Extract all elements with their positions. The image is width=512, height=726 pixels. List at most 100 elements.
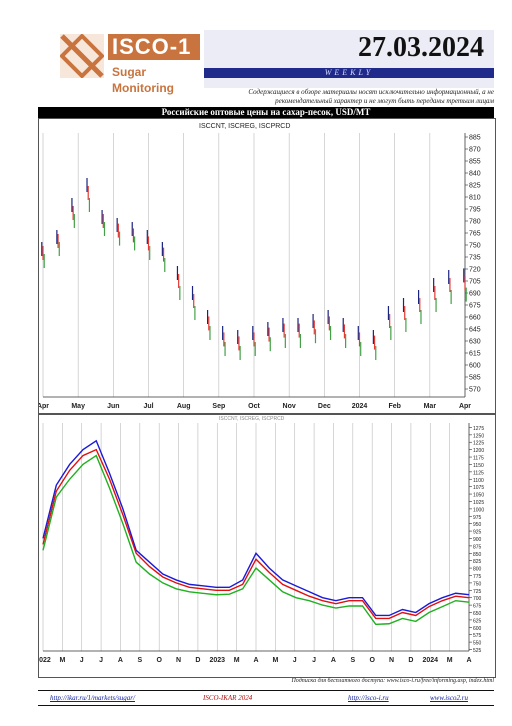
y-tick-label: 875 — [473, 544, 482, 550]
y-tick-label: 1025 — [473, 500, 484, 506]
series-line-isccnt — [42, 439, 470, 617]
y-tick-label: 725 — [473, 589, 482, 595]
report-date: 27.03.2024 — [358, 32, 484, 63]
footer-link-ikar[interactable]: http://ikar.ru/1/markets/sugar/ — [50, 694, 135, 702]
series-line-iscprcd — [42, 454, 470, 626]
y-tick-label: 800 — [473, 567, 482, 573]
x-tick-label: D — [408, 657, 413, 664]
x-tick-label: O — [156, 657, 162, 664]
logo-title: ISCO-1 — [108, 34, 200, 60]
x-tick-label: Jul — [143, 403, 153, 410]
chart-history: 2022MJJASOND2023MAMJJASOND2024MA52555057… — [38, 414, 496, 678]
footer-brand: ISCO-IKAR 2024 — [203, 694, 253, 702]
y-tick-label: 810 — [469, 195, 481, 202]
x-tick-label: N — [176, 657, 181, 664]
logo-subtitle: Sugar Monitoring — [112, 65, 174, 95]
x-tick-label: D — [195, 657, 200, 664]
date-panel: 27.03.2024 WEEKLY — [204, 30, 494, 88]
x-tick-label: N — [389, 657, 394, 664]
chart-title: Российские оптовые цены на сахар-песок, … — [38, 107, 494, 118]
x-tick-label: Nov — [283, 403, 296, 410]
y-tick-label: 1275 — [473, 426, 484, 432]
y-tick-label: 585 — [469, 375, 481, 382]
chart-recent: Apr May Jun Jul Aug Sep Oct Nov Dec 2024 Feb Mar Apr… — [38, 118, 496, 414]
y-tick-label: 575 — [473, 633, 482, 639]
y-tick-label: 855 — [469, 159, 481, 166]
x-tick-label: S — [137, 657, 142, 664]
y-tick-label: 750 — [469, 243, 481, 250]
x-tick-label: 2022 — [39, 657, 51, 664]
y-tick-label: 850 — [473, 552, 482, 558]
y-tick-label: 1075 — [473, 485, 484, 491]
x-tick-label: Apr — [459, 403, 471, 410]
x-tick-label: O — [369, 657, 375, 664]
x-tick-label: Sep — [212, 403, 225, 410]
x-tick-label: A — [466, 657, 471, 664]
y-tick-label: 1250 — [473, 433, 484, 439]
y-tick-label: 1100 — [473, 478, 484, 484]
y-tick-label: 765 — [469, 231, 481, 238]
x-tick-label: A — [331, 657, 336, 664]
x-tick-label: M — [59, 657, 65, 664]
y-tick-label: 900 — [473, 537, 482, 543]
y-tick-label: 1125 — [473, 470, 484, 476]
logo: ISCO-1 Sugar Monitoring — [58, 30, 200, 95]
x-tick-label: M — [447, 657, 453, 664]
y-tick-label: 1225 — [473, 441, 484, 447]
y-tick-label: 600 — [469, 363, 481, 370]
y-tick-label: 615 — [469, 351, 481, 358]
x-tick-label: Aug — [177, 403, 191, 410]
y-tick-label: 650 — [473, 611, 482, 617]
disclaimer-text: Содержащиеся в обзоре материалы носят ис… — [248, 88, 494, 105]
x-tick-label: Jun — [107, 403, 119, 410]
y-tick-label: 525 — [473, 648, 482, 654]
y-tick-label: 1050 — [473, 493, 484, 499]
y-tick-label: 720 — [469, 267, 481, 274]
y-tick-label: 600 — [473, 626, 482, 632]
x-tick-label: A — [253, 657, 258, 664]
y-tick-label: 1175 — [473, 456, 484, 462]
y-tick-label: 675 — [469, 303, 481, 310]
y-tick-label: 645 — [469, 327, 481, 334]
y-tick-label: 975 — [473, 515, 482, 521]
footer: http://ikar.ru/1/markets/sugar/ ISCO-IKA… — [38, 690, 494, 706]
y-tick-label: 1000 — [473, 507, 484, 513]
y-tick-label: 660 — [469, 315, 481, 322]
x-tick-label: A — [118, 657, 123, 664]
x-tick-label: S — [350, 657, 355, 664]
y-tick-label: 675 — [473, 604, 482, 610]
y-tick-label: 550 — [473, 641, 482, 647]
y-tick-label: 700 — [473, 596, 482, 602]
x-tick-label: J — [80, 657, 84, 664]
footer-link-isco2[interactable]: www.isco2.ru — [430, 694, 468, 702]
source-note: Подписка для бесплатного доступа: www.is… — [291, 678, 494, 684]
chart-history-legend: ISCCNT, ISCREG, ISCPRCD — [219, 416, 285, 422]
y-tick-label: 1200 — [473, 448, 484, 454]
y-tick-label: 690 — [469, 291, 481, 298]
y-tick-label: 795 — [469, 207, 481, 214]
x-tick-label: 2023 — [209, 657, 225, 664]
x-tick-label: J — [312, 657, 316, 664]
y-tick-label: 1150 — [473, 463, 484, 469]
y-tick-label: 950 — [473, 522, 482, 528]
weekly-label: WEEKLY — [204, 68, 494, 78]
y-tick-label: 840 — [469, 171, 481, 178]
series-line-iscreg — [42, 448, 470, 620]
y-tick-label: 885 — [469, 135, 481, 142]
y-tick-label: 925 — [473, 530, 482, 536]
y-tick-label: 625 — [473, 618, 482, 624]
chart-recent-legend: ISCCNT, ISCREG, ISCPRCD — [199, 123, 291, 130]
x-tick-label: M — [234, 657, 240, 664]
footer-link-isco[interactable]: http://isco-i.ru — [348, 694, 389, 702]
y-tick-label: 735 — [469, 255, 481, 262]
chart-recent-svg: Apr May Jun Jul Aug Sep Oct Nov Dec 2024 Feb Mar Apr… — [39, 133, 481, 410]
x-tick-label: May — [71, 403, 85, 410]
y-tick-label: 630 — [469, 339, 481, 346]
x-tick-label: Feb — [388, 403, 400, 410]
x-tick-label: J — [99, 657, 103, 664]
y-tick-label: 775 — [473, 574, 482, 580]
y-tick-label: 780 — [469, 219, 481, 226]
y-tick-label: 705 — [469, 279, 481, 286]
y-tick-label: 570 — [469, 387, 481, 394]
x-tick-label: M — [272, 657, 278, 664]
